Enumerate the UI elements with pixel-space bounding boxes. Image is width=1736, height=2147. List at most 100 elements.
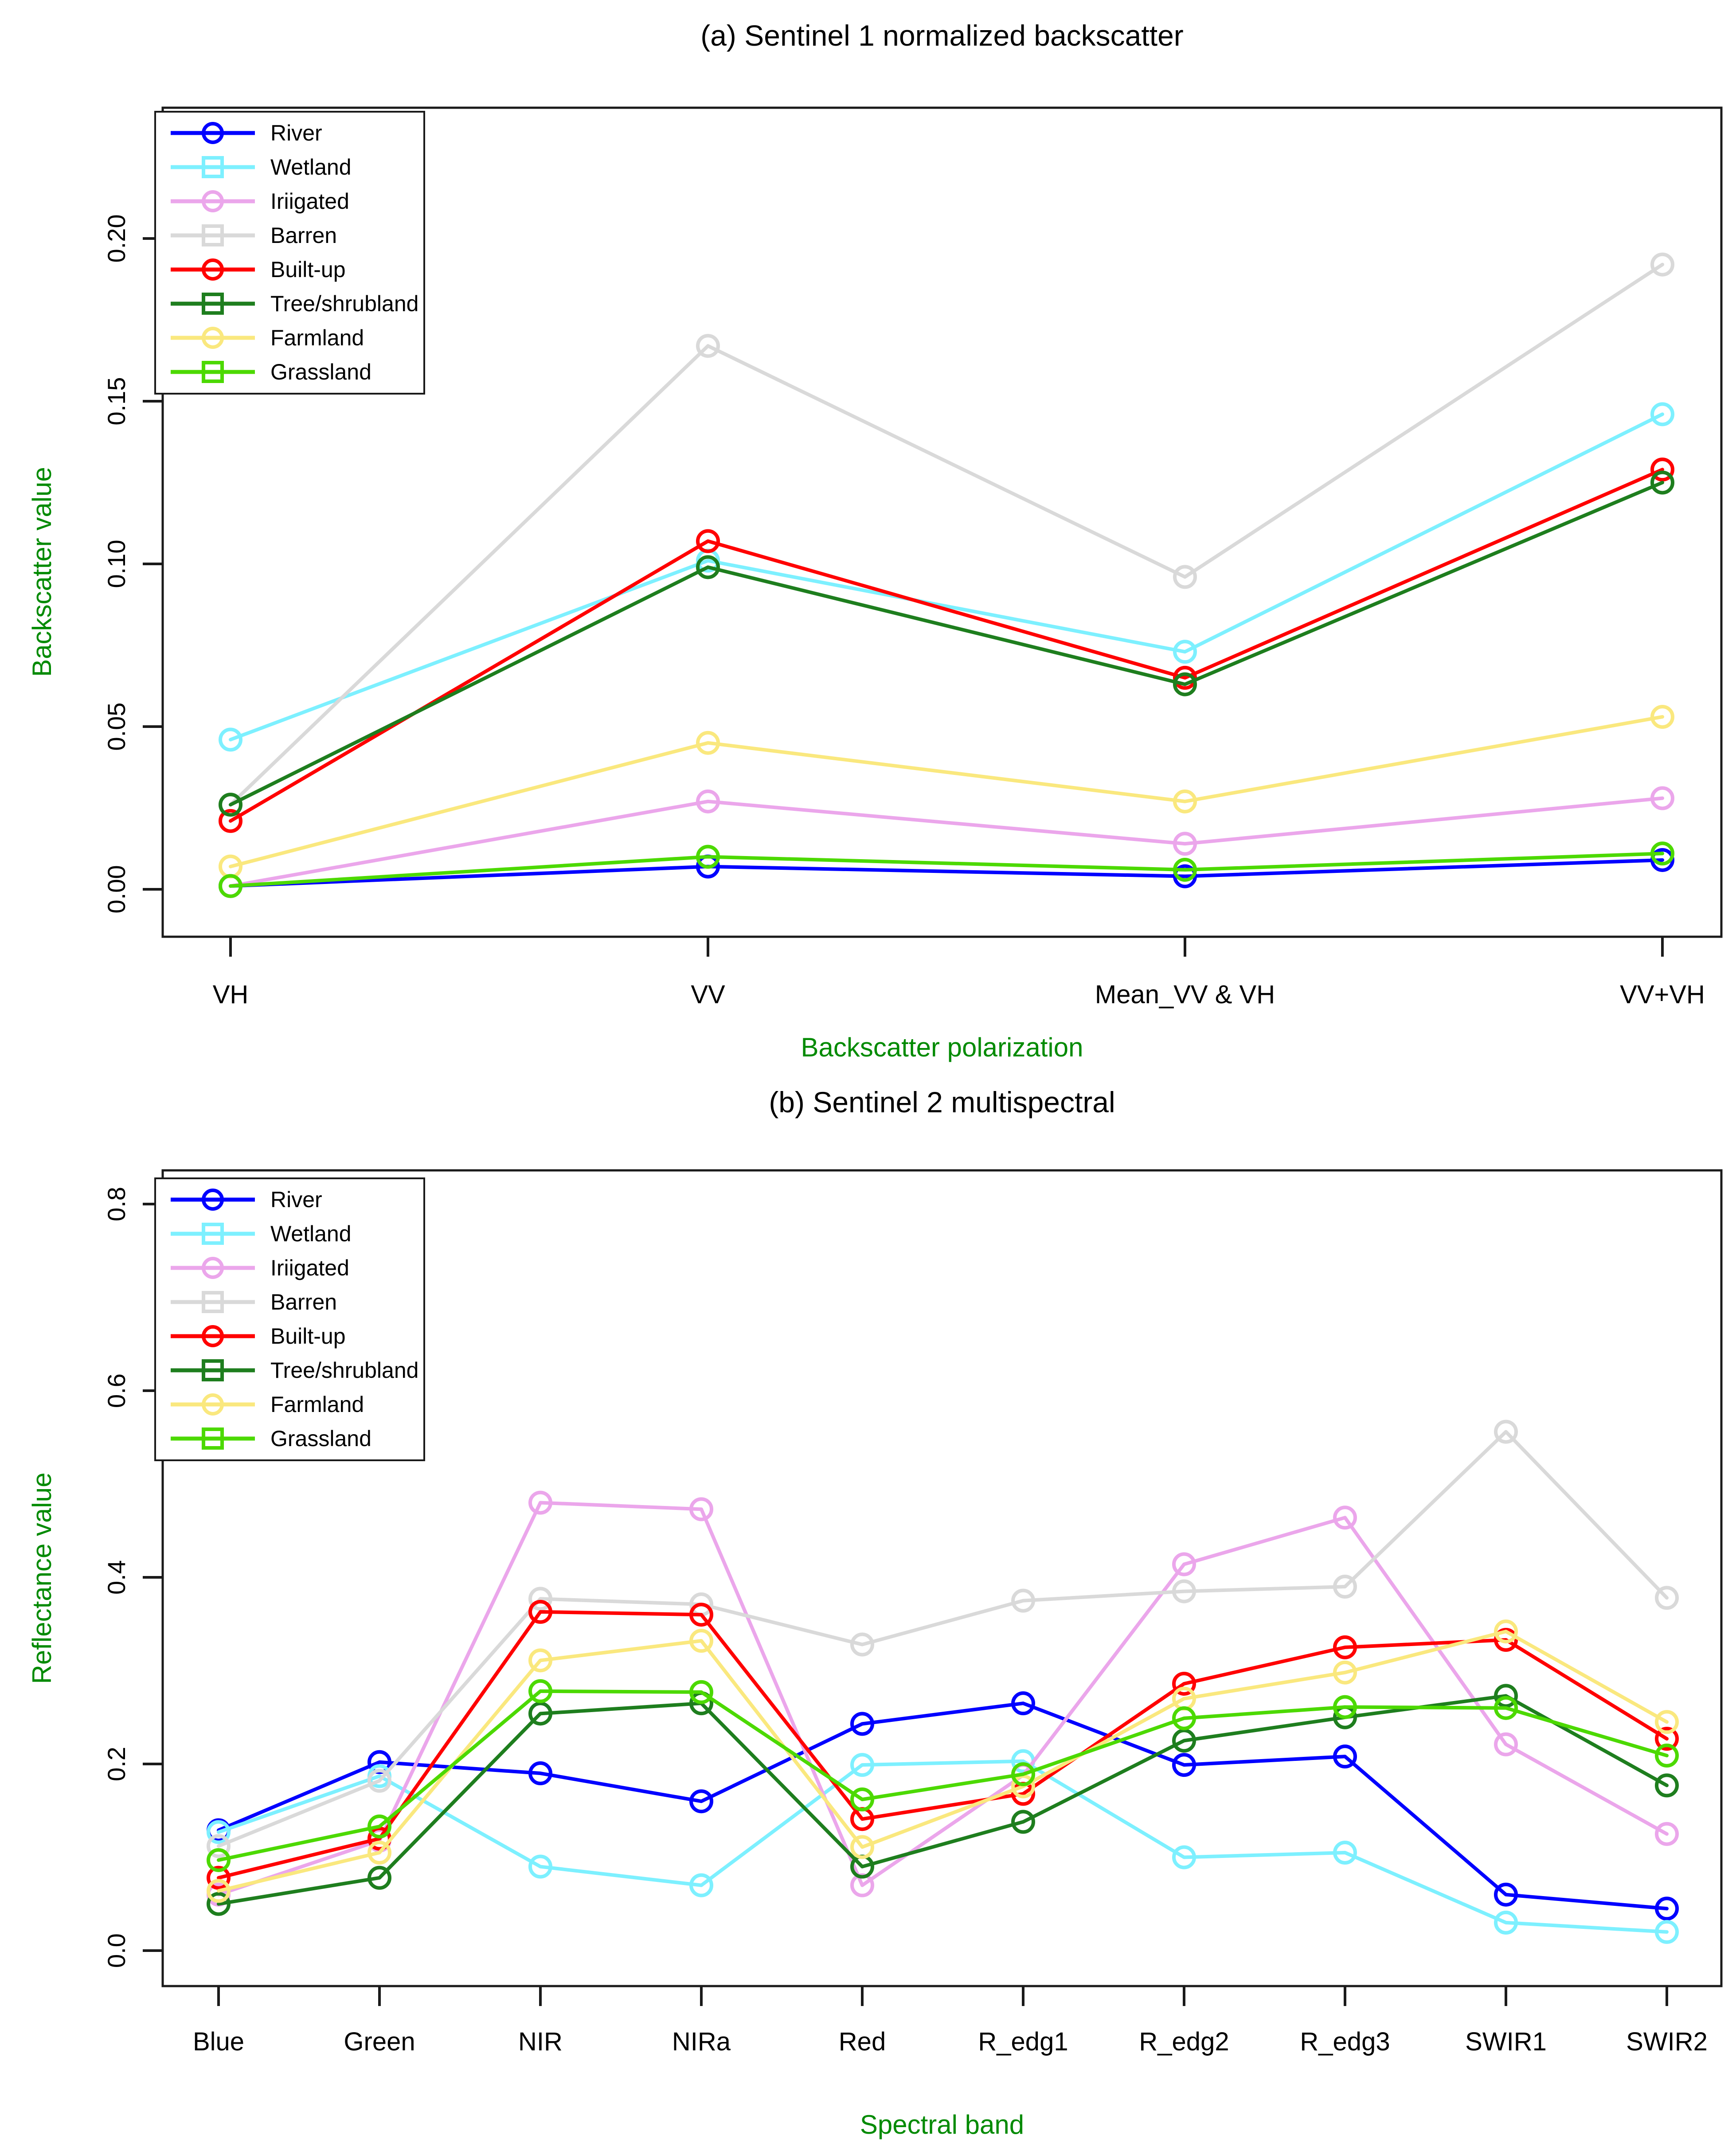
data-point-iriigated <box>1173 832 1197 856</box>
data-point-barren <box>1173 565 1197 589</box>
series-line-built-up <box>217 1610 1669 1880</box>
data-point-river <box>1494 1882 1518 1907</box>
data-point-wetland <box>1650 402 1674 426</box>
y-tick-label: 0.15 <box>102 377 130 426</box>
legend-circle-marker-icon <box>202 122 224 144</box>
legend-label: Wetland <box>270 155 352 180</box>
legend-label: River <box>270 121 322 145</box>
data-point-grassland <box>1173 857 1197 882</box>
data-point-built-up <box>689 1603 713 1627</box>
data-point-grassland <box>1650 841 1674 866</box>
x-tick-label: Mean_VV & VH <box>1095 980 1275 1009</box>
legend-circle-marker-icon <box>202 1325 224 1347</box>
data-point-grassland <box>1494 1696 1518 1720</box>
x-tick-label: R_edg3 <box>1300 2027 1390 2056</box>
data-point-wetland <box>1494 1910 1518 1935</box>
data-point-barren <box>528 1587 552 1611</box>
data-point-river <box>1333 1744 1357 1769</box>
x-tick-label: R_edg1 <box>978 2027 1068 2056</box>
legend-label: Wetland <box>270 1221 352 1246</box>
legend-square-marker-icon <box>202 1223 224 1245</box>
series-line-grassland <box>229 852 1664 888</box>
x-tick-label: SWIR1 <box>1465 2027 1547 2056</box>
legend-label: Grassland <box>270 360 371 384</box>
data-point-iriigated <box>1650 786 1674 810</box>
series-line-grassland <box>217 1689 1669 1862</box>
data-point-tree-shrubland <box>528 1701 552 1726</box>
legend-label: Iriigated <box>270 1255 349 1280</box>
series-line-farmland <box>217 1630 1669 1893</box>
data-point-barren <box>1333 1575 1357 1599</box>
series-line-tree-shrubland <box>217 1694 1669 1906</box>
data-point-river <box>1011 1691 1035 1716</box>
data-point-tree-shrubland <box>1655 1773 1679 1798</box>
data-point-tree-shrubland <box>1011 1810 1035 1834</box>
legend-square-marker-icon <box>202 1291 224 1313</box>
data-point-iriigated <box>1172 1552 1196 1576</box>
data-point-tree-shrubland <box>1173 672 1197 696</box>
data-point-iriigated <box>1333 1506 1357 1530</box>
data-point-grassland <box>850 1787 874 1811</box>
data-point-built-up <box>219 809 242 833</box>
data-point-iriigated <box>528 1490 552 1515</box>
legend-circle-marker-icon <box>202 1257 224 1279</box>
data-point-wetland <box>528 1854 552 1879</box>
data-point-tree-shrubland <box>1650 470 1674 495</box>
legend-label: Built-up <box>270 257 346 282</box>
data-point-iriigated <box>1494 1732 1518 1756</box>
data-point-river <box>689 1789 713 1814</box>
data-point-river <box>850 1712 874 1736</box>
data-point-grassland <box>696 845 720 869</box>
x-tick-label: SWIR2 <box>1626 2027 1708 2056</box>
panel-b-ylabel: Reflectance value <box>27 1472 57 1684</box>
series-line-wetland <box>217 1759 1669 1934</box>
panel-b-title: (b) Sentinel 2 multispectral <box>769 1086 1115 1118</box>
data-point-barren <box>368 1768 391 1793</box>
data-point-built-up <box>1333 1635 1357 1659</box>
data-point-grassland <box>1011 1762 1035 1787</box>
legend-box-panel-a <box>154 111 425 395</box>
data-point-grassland <box>219 874 242 898</box>
data-point-river <box>528 1761 552 1786</box>
data-point-tree-shrubland <box>207 1892 231 1916</box>
y-tick-label: 0.6 <box>102 1373 130 1408</box>
data-point-barren <box>1650 252 1674 277</box>
data-point-built-up <box>1655 1727 1679 1751</box>
data-point-wetland <box>1172 1845 1196 1869</box>
legend-label: Farmland <box>270 1392 364 1417</box>
data-point-grassland <box>528 1679 552 1703</box>
legend-label: Built-up <box>270 1324 346 1349</box>
data-point-wetland <box>1333 1840 1357 1865</box>
series-line-river <box>229 858 1664 888</box>
panel-b-xlabel: Spectral band <box>860 2110 1024 2139</box>
data-point-farmland <box>696 731 720 755</box>
data-point-grassland <box>1172 1706 1196 1730</box>
data-point-iriigated <box>1655 1822 1679 1846</box>
data-point-barren <box>1011 1588 1035 1613</box>
y-tick-label: 0.2 <box>102 1747 130 1781</box>
data-point-wetland <box>219 727 242 752</box>
series-line-iriigated <box>229 796 1664 888</box>
panel-a-ylabel: Backscatter value <box>27 467 57 677</box>
series-line-barren <box>217 1430 1669 1848</box>
data-point-grassland <box>368 1815 391 1839</box>
legend-square-marker-icon <box>202 1359 224 1381</box>
legend-box-panel-b <box>154 1177 425 1461</box>
data-point-built-up <box>528 1599 552 1624</box>
y-tick-label: 0.0 <box>102 1933 130 1968</box>
data-point-barren <box>1172 1579 1196 1603</box>
data-point-wetland <box>1173 640 1197 664</box>
legend-square-marker-icon <box>202 1427 224 1450</box>
data-point-farmland <box>1655 1710 1679 1734</box>
series-line-wetland <box>229 412 1664 742</box>
x-tick-label: Red <box>839 2027 886 2056</box>
data-point-barren <box>696 334 720 358</box>
data-point-barren <box>1655 1586 1679 1610</box>
data-point-tree-shrubland <box>1172 1729 1196 1753</box>
legend-circle-marker-icon <box>202 1189 224 1211</box>
legend-label: Tree/shrubland <box>270 1358 418 1383</box>
y-tick-label: 0.20 <box>102 215 130 263</box>
data-point-grassland <box>689 1680 713 1704</box>
data-point-farmland <box>850 1835 874 1859</box>
